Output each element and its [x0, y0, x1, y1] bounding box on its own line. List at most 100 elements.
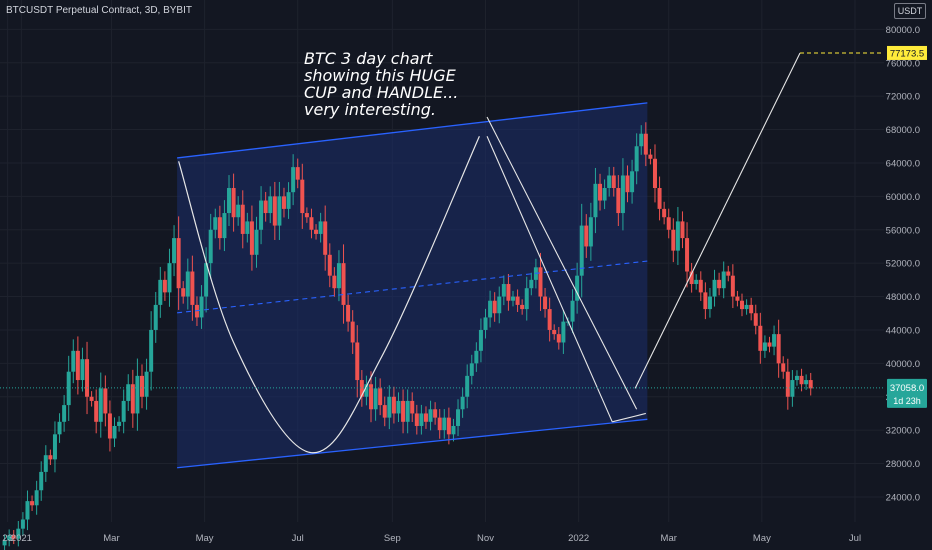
candle-body	[391, 396, 396, 414]
handle-close-line	[612, 412, 646, 423]
handle-upper-line	[486, 116, 638, 410]
candle-body	[478, 329, 483, 351]
candle-body	[181, 288, 186, 297]
candle-body	[62, 405, 67, 422]
candle-body	[506, 284, 511, 301]
candle-body	[355, 342, 360, 381]
x-tick-label: Nov	[477, 533, 494, 544]
candle-body	[785, 371, 790, 397]
annotation-line: very interesting.	[304, 100, 437, 119]
candle-body	[277, 196, 282, 226]
candle-body	[327, 254, 332, 276]
candle-body	[758, 325, 763, 351]
candle-body	[300, 179, 305, 214]
candle-body	[529, 279, 534, 289]
candle-body	[428, 409, 433, 422]
candle-body	[799, 375, 804, 385]
candle-body	[488, 300, 493, 318]
candle-body	[16, 528, 21, 539]
x-tick-label: Sep	[384, 533, 401, 544]
candle-body	[456, 409, 461, 426]
candle-body	[318, 221, 323, 234]
candle-body	[740, 300, 745, 310]
x-tick-label: 23	[2, 533, 13, 544]
candle-body	[272, 196, 277, 226]
candle-body	[620, 175, 625, 214]
candle-body	[707, 296, 712, 310]
candle-body	[657, 188, 662, 209]
y-tick-label: 40000.0	[886, 359, 920, 370]
x-tick-label: 2022	[568, 533, 589, 544]
candle-body	[121, 400, 126, 422]
candle-body	[112, 425, 117, 439]
candle-body	[80, 359, 85, 381]
candle-body	[538, 267, 543, 297]
candle-body	[703, 292, 708, 310]
y-tick-label: 64000.0	[886, 158, 920, 169]
candle-body	[584, 225, 589, 247]
x-tick-label: Mar	[103, 533, 119, 544]
y-tick-label: 24000.0	[886, 492, 920, 503]
candle-body	[341, 263, 346, 305]
candle-body	[639, 133, 644, 147]
candle-body	[107, 413, 112, 439]
candle-body	[726, 271, 731, 276]
candle-body	[295, 167, 300, 180]
annotation-text[interactable]: BTC 3 day chart showing this HUGE CUP an…	[304, 50, 494, 118]
candle-body	[378, 388, 383, 406]
candle-body	[717, 279, 722, 289]
candle-body	[71, 350, 76, 372]
candle-body	[515, 296, 520, 305]
currency-badge[interactable]: USDT	[894, 3, 926, 19]
annotation-line: showing this HUGE	[304, 66, 456, 85]
candle-body	[245, 221, 250, 234]
candle-body	[465, 375, 470, 397]
x-tick-label: May	[196, 533, 214, 544]
y-tick-label: 32000.0	[886, 426, 920, 437]
candle-body	[291, 167, 296, 193]
y-tick-label: 48000.0	[886, 292, 920, 303]
candle-body	[749, 304, 754, 314]
candle-body	[405, 400, 410, 422]
candle-body	[217, 217, 222, 239]
candle-body	[410, 400, 415, 414]
candle-body	[172, 238, 177, 264]
candle-body	[254, 229, 259, 255]
candle-body	[419, 413, 424, 426]
candle-body	[547, 309, 552, 330]
candle-body	[501, 284, 506, 297]
channel-mid-line	[177, 260, 648, 314]
candle-body	[158, 279, 163, 305]
candle-body	[153, 304, 158, 330]
candle-body	[442, 417, 447, 431]
channel-upper-line	[177, 102, 648, 159]
candle-body	[598, 183, 603, 201]
candle-body	[552, 329, 557, 335]
candle-body	[762, 342, 767, 351]
target-price-badge	[887, 45, 927, 60]
candle-body	[43, 455, 48, 472]
candle-body	[11, 535, 16, 539]
candle-body	[103, 388, 108, 414]
candle-body	[2, 540, 7, 546]
candle-body	[281, 196, 286, 209]
x-tick-label: 2021	[11, 533, 32, 544]
candle-body	[162, 279, 167, 293]
y-tick-label: 68000.0	[886, 125, 920, 136]
candle-body	[492, 300, 497, 314]
candle-body	[139, 375, 144, 397]
candle-countdown: 1d 23h	[893, 396, 921, 406]
candle-body	[804, 380, 809, 385]
candle-body	[602, 188, 607, 201]
candle-body	[359, 380, 364, 397]
candle-body	[190, 271, 195, 305]
candle-body	[579, 225, 584, 276]
candle-body	[575, 275, 580, 301]
candle-body	[556, 334, 561, 343]
symbol-header[interactable]: BTCUSDT Perpetual Contract, 3D, BYBIT	[6, 5, 192, 16]
candle-body	[753, 313, 758, 326]
candle-body	[634, 146, 639, 172]
candle-body	[39, 471, 44, 491]
candle-body	[510, 296, 515, 301]
